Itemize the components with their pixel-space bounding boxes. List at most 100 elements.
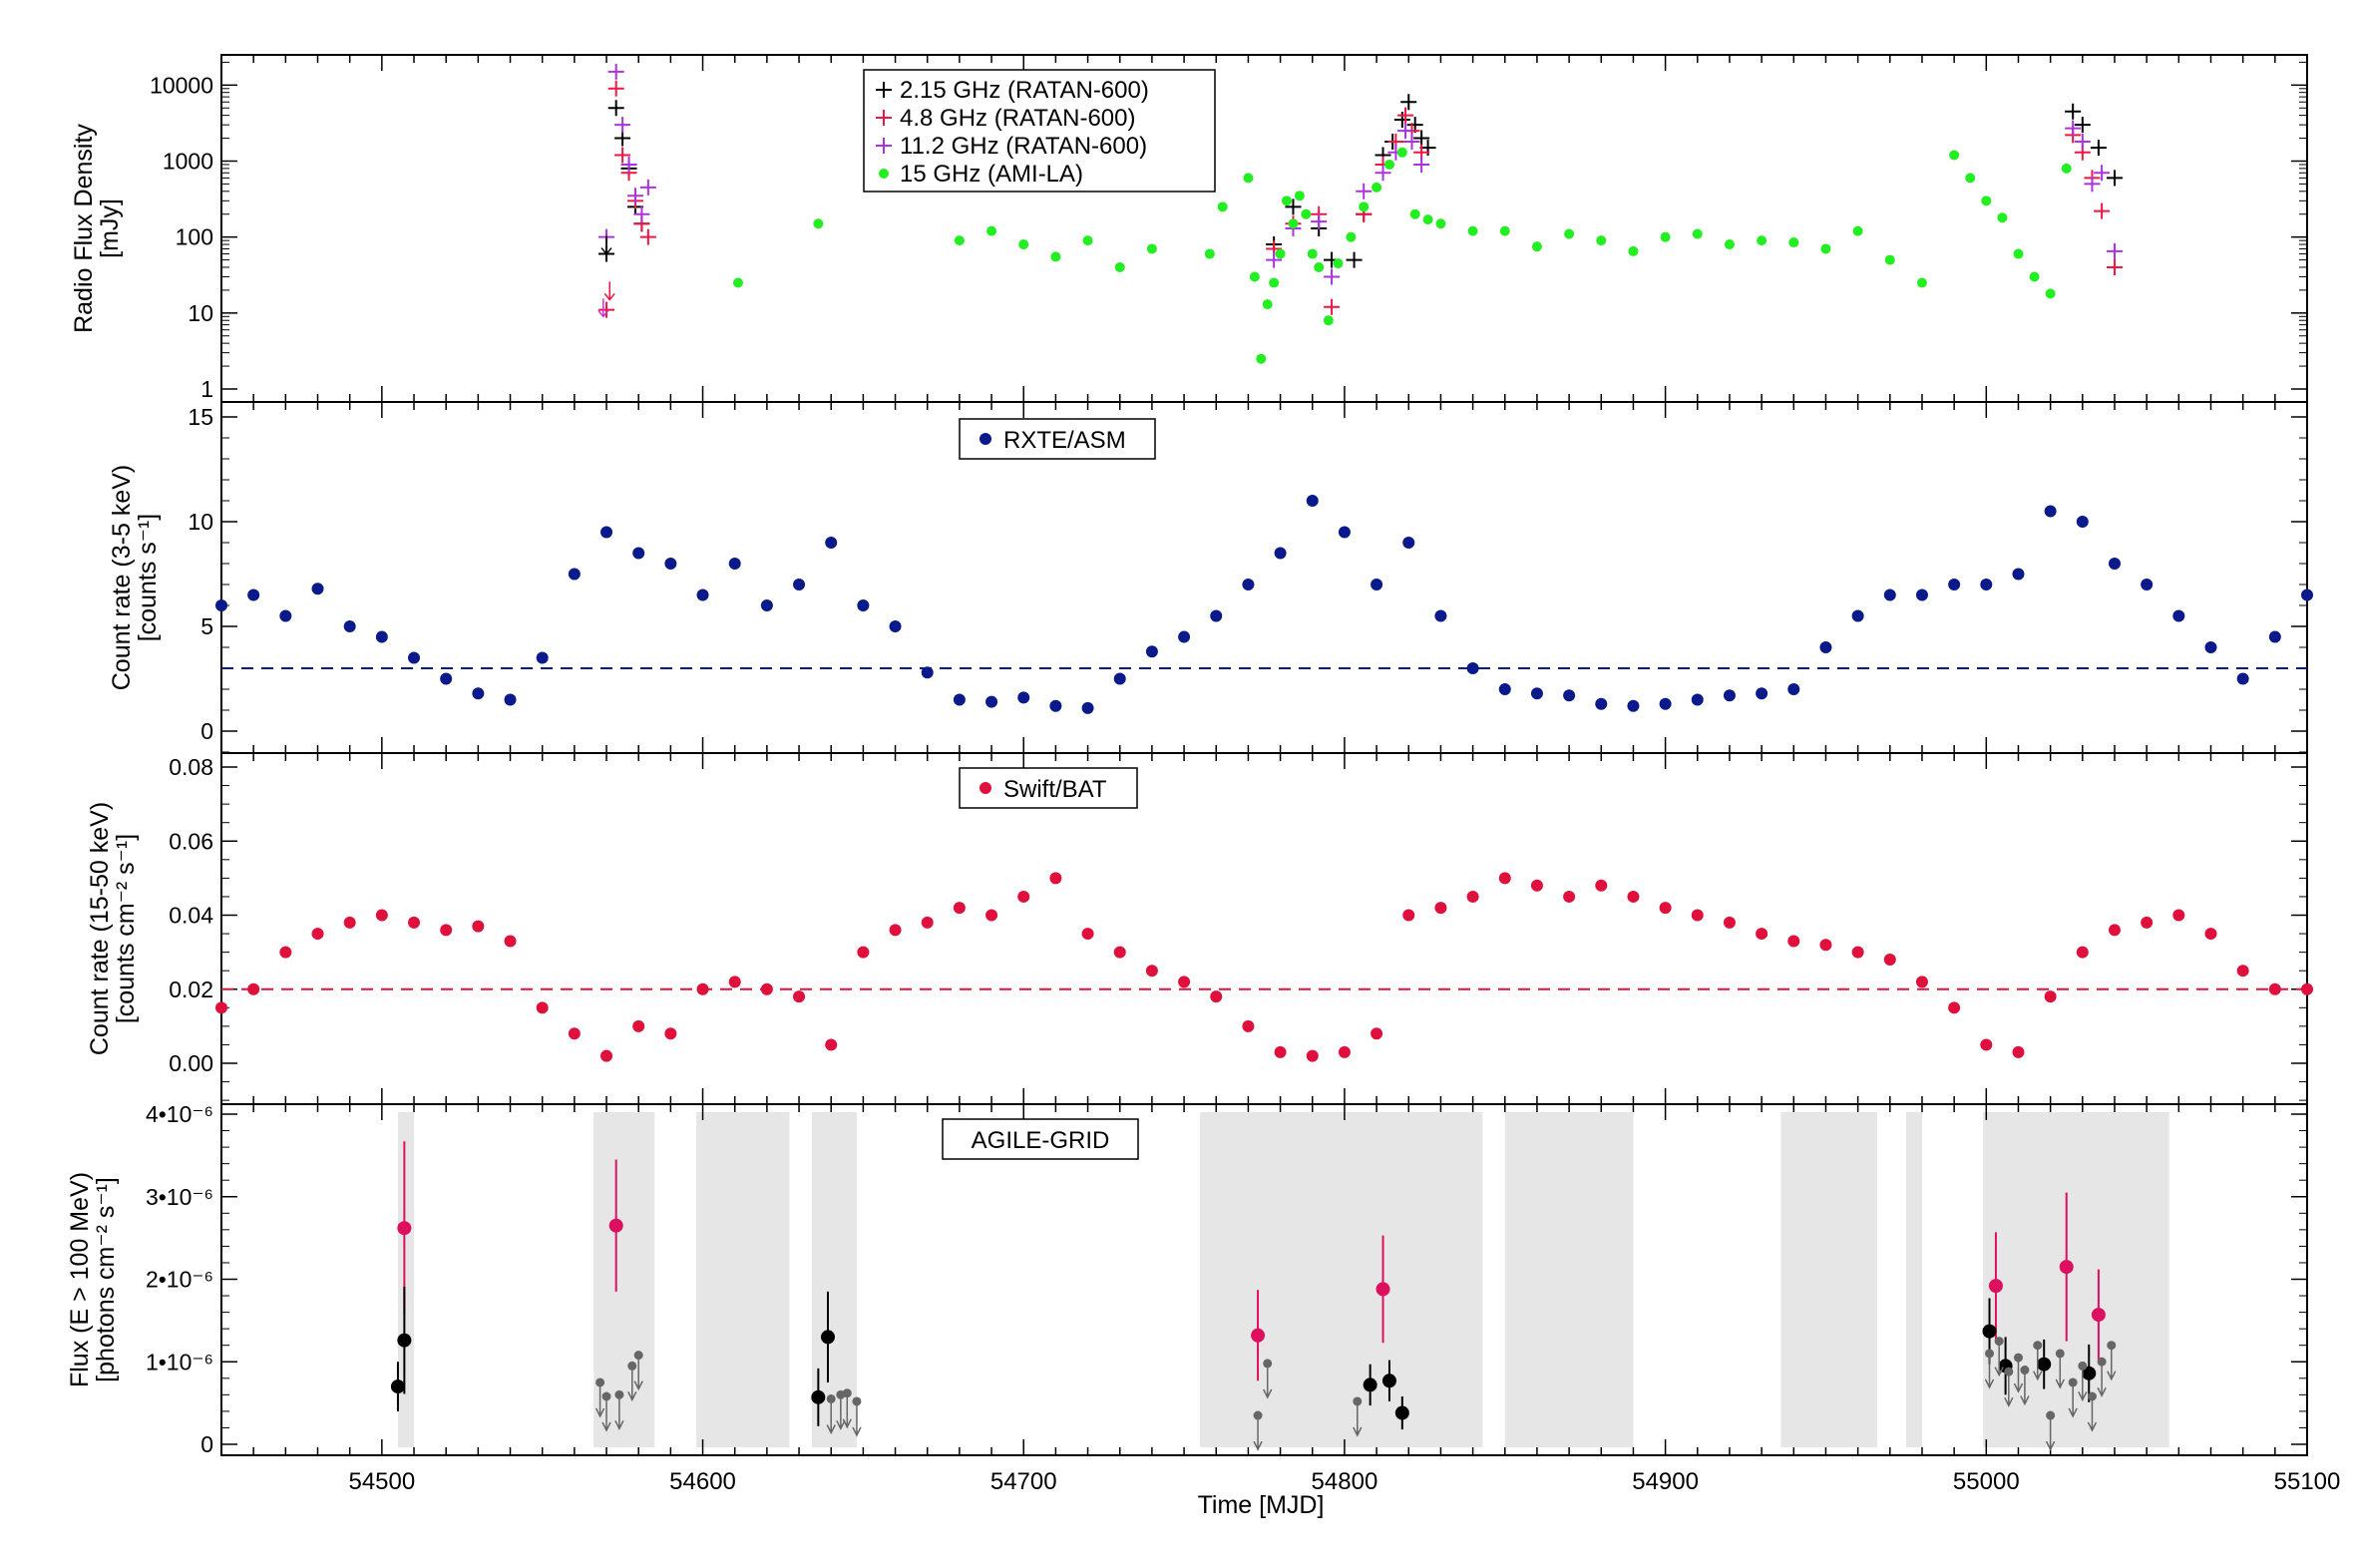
bat-point (857, 946, 870, 959)
ratan-point (2094, 202, 2111, 219)
agile-upper-limit (852, 1396, 862, 1406)
agile-upper-limit-arrow (2033, 1345, 2043, 1381)
agile-detection-low (397, 1333, 412, 1348)
ratan-point (1311, 213, 1328, 230)
ami-point (1294, 191, 1305, 201)
bat-point (2012, 1045, 2025, 1058)
ami-point (1422, 214, 1433, 225)
ami-point (1997, 212, 2008, 223)
agile-detection-low (1394, 1405, 1409, 1420)
bat-point (247, 982, 260, 995)
y-axis-title: Count rate (15-50 keV) (86, 802, 114, 1055)
bat-point (921, 916, 934, 929)
ratan-point (1397, 107, 1414, 124)
ami-point (1282, 196, 1293, 206)
legend-marker (876, 82, 892, 98)
bat-point (2268, 982, 2281, 995)
asm-point (2268, 630, 2281, 643)
agile-upper-limit (2020, 1366, 2030, 1375)
ami-point (986, 225, 997, 236)
bat-point (1627, 890, 1640, 903)
asm-point (1883, 588, 1896, 601)
y-tick-label: 0 (200, 1431, 213, 1457)
ami-point (1204, 248, 1215, 259)
asm-point (2172, 609, 2185, 622)
ami-point (1916, 277, 1927, 288)
bat-point (375, 909, 388, 922)
agile-upper-limit (2078, 1361, 2088, 1371)
bat-point (953, 902, 966, 915)
agile-upper-limit (2046, 1410, 2056, 1420)
ami-point (1499, 225, 1510, 236)
bat-point (1338, 1045, 1351, 1058)
bat-point (1756, 928, 1768, 941)
asm-point (375, 630, 388, 643)
ami-point (1628, 245, 1639, 256)
ratan-point (614, 147, 631, 164)
asm-legend-box (959, 418, 1156, 460)
ami-point (813, 218, 824, 229)
asm-point (664, 558, 677, 570)
legend-marker (876, 110, 892, 126)
asm-panel: 0 5 10 15 Count rate (3-5 keV)[counts s⁻¹] RX… (108, 401, 2313, 754)
legend-marker (980, 782, 991, 794)
agile-upper-limit (627, 1361, 637, 1371)
legend-label: Swift/BAT (1003, 776, 1107, 803)
y-tick-label: 0.04 (169, 903, 213, 929)
asm-point (1371, 579, 1383, 590)
ratan-point (639, 179, 656, 196)
asm-point (1595, 697, 1608, 710)
ami-point (1114, 261, 1125, 272)
agile-upper-limit-arrow (2020, 1370, 2030, 1406)
ratan-point (2094, 165, 2111, 182)
asm-point (1178, 630, 1191, 643)
ratan-point (2065, 120, 2082, 137)
ratan-point (1374, 165, 1391, 182)
agile-upper-limit-arrow (826, 1398, 836, 1435)
asm-point (1723, 689, 1736, 702)
ami-point (1981, 196, 1992, 206)
asm-point (728, 558, 741, 570)
y-tick-label: 0.00 (169, 1050, 213, 1076)
agile-upper-limit-arrow (2087, 1396, 2098, 1432)
ami-point (1346, 231, 1357, 242)
asm-point (632, 547, 645, 560)
asm-point (825, 537, 838, 549)
bat-point (728, 976, 741, 988)
ami-point (1050, 251, 1061, 262)
y-axis-title: Flux (E > 100 MeV) (66, 1172, 94, 1387)
agile-upper-limit (2068, 1377, 2078, 1387)
asm-point (857, 599, 870, 611)
ami-point (1372, 182, 1382, 193)
agile-detection-low (2082, 1366, 2097, 1380)
ami-point (1082, 235, 1093, 246)
ami-point (1018, 239, 1029, 250)
agile-upper-limit (614, 1389, 624, 1399)
x-tick-label: 54800 (1312, 1468, 1378, 1495)
asm-point (1210, 609, 1223, 622)
bat-point (1948, 1001, 1961, 1014)
ami-point (1217, 201, 1228, 212)
asm-point (311, 583, 324, 595)
bat-point (568, 1027, 581, 1040)
bat-point (1145, 965, 1158, 978)
asm-point (1434, 609, 1447, 622)
bat-point (1595, 879, 1608, 892)
bat-point (1081, 928, 1094, 941)
ratan-point (2065, 103, 2082, 120)
bat-point (2076, 946, 2089, 959)
asm-point (1851, 609, 1864, 622)
ami-point (1467, 225, 1478, 236)
ami-point (1692, 228, 1703, 239)
bat-point (408, 916, 421, 929)
bat-point (1819, 939, 1832, 952)
legend-label: 11.2 GHz (RATAN-600) (900, 133, 1147, 160)
ami-point (1269, 277, 1280, 288)
agile-detection-low (1381, 1373, 1396, 1388)
ami-point (732, 277, 743, 288)
agile-detection-low (820, 1330, 835, 1345)
bat-point (825, 1038, 838, 1051)
agile-detection-high (1251, 1328, 1266, 1343)
ratan-point (1346, 251, 1363, 268)
bat-point (1563, 890, 1576, 903)
